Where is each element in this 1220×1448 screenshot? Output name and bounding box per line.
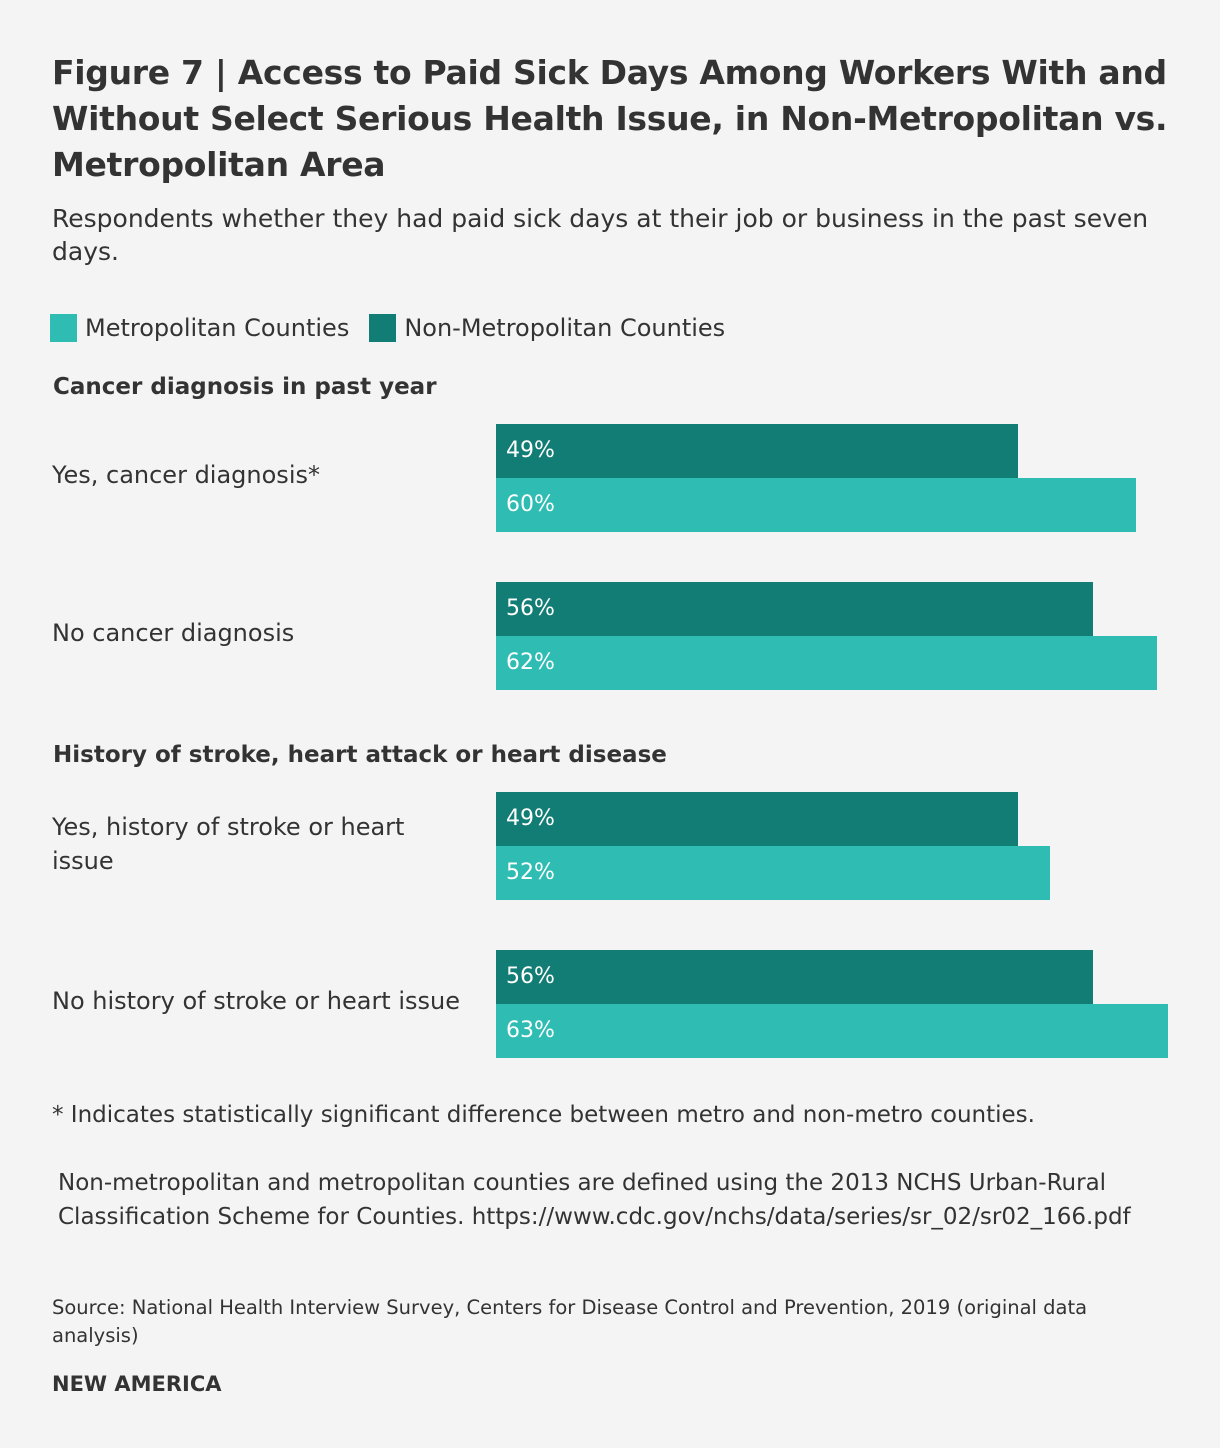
row-label: Yes, history of stroke or heart issue — [52, 813, 405, 875]
group-heading: History of stroke, heart attack or heart… — [53, 742, 667, 768]
bar-non-metro: 56% — [496, 582, 1093, 636]
data-label: 60% — [506, 492, 555, 517]
bar-non-metro: 49% — [496, 424, 1019, 478]
row-label: No history of stroke or heart issue — [52, 987, 460, 1015]
data-label: 56% — [506, 964, 555, 989]
bar-metro: 62% — [496, 636, 1157, 690]
legend-item-non-metro: Non-Metropolitan Counties — [369, 314, 725, 342]
chart-subtitle: Respondents whether they had paid sick d… — [52, 204, 1149, 266]
bar-metro: 63% — [496, 1004, 1168, 1058]
legend: Metropolitan Counties Non-Metropolitan C… — [50, 314, 745, 342]
footnote-definition: Non-metropolitan and metropolitan counti… — [58, 1170, 1131, 1230]
legend-swatch-metro — [50, 314, 77, 342]
legend-item-metro: Metropolitan Counties — [50, 314, 349, 342]
data-label: 49% — [506, 438, 555, 463]
row-label: No cancer diagnosis — [52, 619, 295, 647]
footnote-significance: * Indicates statistically significant di… — [52, 1102, 1035, 1128]
legend-swatch-non-metro — [369, 314, 397, 342]
data-label: 49% — [506, 806, 555, 831]
group-heading: Cancer diagnosis in past year — [53, 374, 437, 400]
legend-label-metro: Metropolitan Counties — [85, 314, 350, 342]
source-note: Source: National Health Interview Survey… — [52, 1296, 1088, 1347]
bar-metro: 60% — [496, 478, 1136, 532]
data-label: 56% — [506, 596, 555, 621]
legend-label-non-metro: Non-Metropolitan Counties — [404, 314, 726, 342]
chart-title: Figure 7 | Access to Paid Sick Days Amon… — [52, 53, 1168, 184]
data-label: 63% — [506, 1018, 555, 1043]
data-label: 52% — [506, 860, 555, 885]
bar-non-metro: 49% — [496, 792, 1019, 846]
data-label: 62% — [506, 650, 555, 675]
bar-non-metro: 56% — [496, 950, 1093, 1004]
row-label: Yes, cancer diagnosis* — [52, 461, 320, 489]
brand-logo: NEW AMERICA — [52, 1372, 222, 1396]
bar-metro: 52% — [496, 846, 1051, 900]
